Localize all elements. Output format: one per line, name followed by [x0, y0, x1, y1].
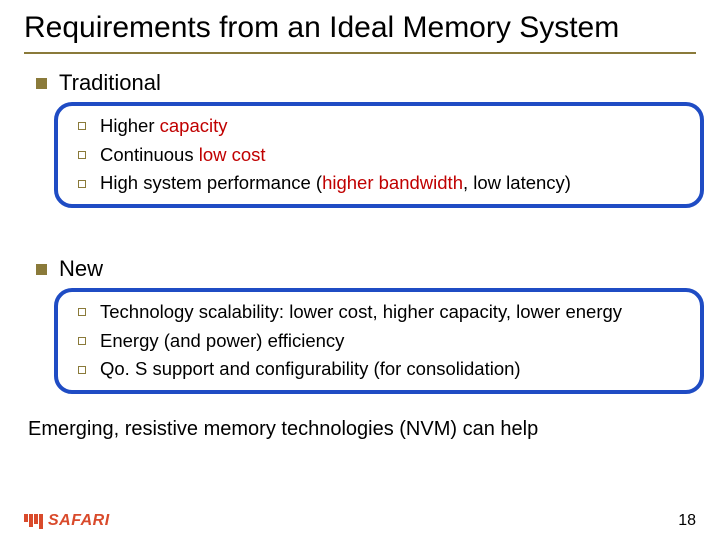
item-text: Continuous low cost: [100, 141, 266, 170]
bullet-sub-icon: [78, 180, 86, 188]
section-label-new: New: [59, 256, 103, 282]
list-item: Continuous low cost: [78, 141, 688, 170]
bullet-sub-icon: [78, 122, 86, 130]
bullet-sub-icon: [78, 308, 86, 316]
list-item: Technology scalability: lower cost, high…: [78, 298, 688, 327]
list-item: Higher capacity: [78, 112, 688, 141]
section-traditional: Traditional Higher capacity Continuous l…: [36, 70, 696, 208]
item-text: Energy (and power) efficiency: [100, 327, 344, 356]
bullet-sub-icon: [78, 366, 86, 374]
title-underline: [24, 52, 696, 54]
item-text: Technology scalability: lower cost, high…: [100, 298, 622, 327]
section-label-traditional: Traditional: [59, 70, 161, 96]
logo-mark-icon: [24, 514, 43, 529]
list-item: Energy (and power) efficiency: [78, 327, 688, 356]
page-number: 18: [678, 512, 696, 530]
safari-logo: SAFARI: [24, 512, 110, 530]
bullet-sub-icon: [78, 337, 86, 345]
item-text: Qo. S support and configurability (for c…: [100, 355, 521, 384]
highlight-box-new: Technology scalability: lower cost, high…: [54, 288, 704, 394]
section-new: New Technology scalability: lower cost, …: [36, 256, 696, 394]
slide-title: Requirements from an Ideal Memory System: [24, 10, 696, 50]
item-text: Higher capacity: [100, 112, 228, 141]
item-text: High system performance (higher bandwidt…: [100, 169, 571, 198]
list-item: Qo. S support and configurability (for c…: [78, 355, 688, 384]
bullet-sub-icon: [78, 151, 86, 159]
bottom-callout: Emerging, resistive memory technologies …: [28, 418, 696, 441]
bullet-main-icon: [36, 78, 47, 89]
list-item: High system performance (higher bandwidt…: [78, 169, 688, 198]
highlight-box-traditional: Higher capacity Continuous low cost High…: [54, 102, 704, 208]
logo-text: SAFARI: [48, 512, 110, 530]
footer: SAFARI 18: [24, 512, 696, 530]
bullet-main-icon: [36, 264, 47, 275]
